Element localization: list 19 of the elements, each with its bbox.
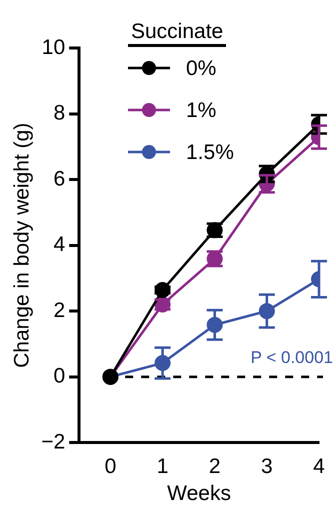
y-tick-label: −2: [41, 430, 66, 454]
y-axis-title: Change in body weight (g): [10, 122, 34, 368]
legend-label: 1.5%: [186, 140, 234, 164]
y-tick-label: 6: [53, 167, 66, 190]
legend-label: 0%: [186, 56, 216, 80]
x-tick-label: 1: [156, 454, 168, 478]
y-tick-label: 0: [53, 364, 66, 388]
legend-label: 1%: [186, 98, 216, 122]
x-tick-label: 0: [104, 454, 116, 478]
x-tick-label: 2: [208, 454, 221, 478]
y-tick-label: 2: [53, 298, 66, 322]
annotation: P < 0.0001: [250, 348, 333, 368]
legend-title: Succinate: [128, 20, 226, 47]
x-tick-label: 4: [313, 454, 326, 478]
x-tick-label: 3: [261, 454, 273, 478]
y-tick-label: 4: [53, 233, 66, 256]
x-axis-title: Weeks: [167, 482, 231, 506]
y-tick-label: 10: [42, 36, 66, 59]
y-tick-label: 8: [53, 102, 66, 125]
